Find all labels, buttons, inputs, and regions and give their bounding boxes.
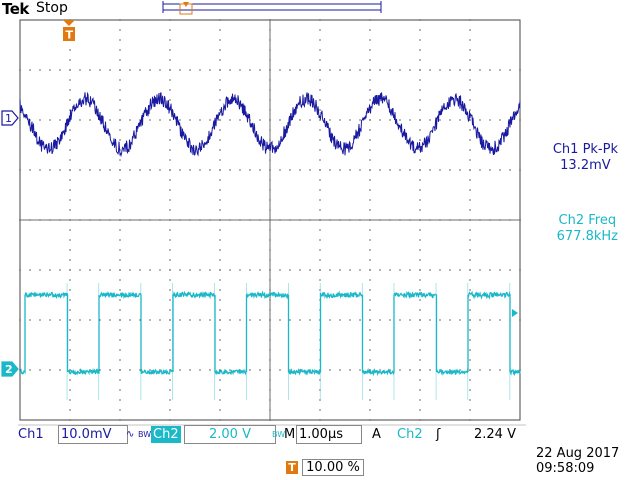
time: 09:58:09 [536, 461, 619, 476]
ch2-measurement: Ch2 Freq 677.8kHz [557, 213, 618, 245]
acquisition-state: Stop [36, 0, 68, 16]
rising-edge-icon: ʃ [436, 426, 440, 443]
record-length-bar [163, 1, 381, 14]
ch1-marker-label: 1 [5, 112, 12, 125]
ch2-scale[interactable]: 2.00 V [184, 425, 276, 444]
ch2-measurement-value: 677.8kHz [557, 229, 618, 245]
ch1-ground-marker[interactable]: 1 [2, 111, 18, 125]
ch1-measurement-title: Ch1 Pk-Pk [553, 142, 618, 158]
graticule-grid [19, 19, 520, 420]
timebase-value[interactable]: 1.00µs [296, 425, 362, 444]
ch2-ground-marker[interactable]: 2 [2, 362, 18, 376]
ch2-label[interactable]: Ch2 [151, 426, 181, 443]
status-bar: Ch1 10.0mV ∿ BW Ch2 2.00 V BW M 1.00µs A… [18, 426, 526, 443]
date: 22 Aug 2017 [536, 446, 619, 461]
ch1-measurement: Ch1 Pk-Pk 13.2mV [553, 142, 618, 174]
trigger-marker-label: T [66, 29, 74, 42]
trigger-mode: A [372, 426, 381, 443]
horizontal-position[interactable]: T 10.00 % [286, 460, 364, 477]
trigger-position-marker[interactable]: T [63, 20, 75, 42]
position-trigger-icon: T [286, 461, 298, 474]
trigger-level-arrow-icon[interactable] [512, 309, 518, 317]
trigger-source[interactable]: Ch2 [397, 426, 423, 443]
trigger-level[interactable]: 2.24 V [474, 426, 516, 443]
position-value[interactable]: 10.00 % [302, 459, 364, 476]
ch1-bandwidth-limit: BW [138, 426, 151, 443]
ch2-marker-label: 2 [5, 363, 13, 376]
ch1-scale[interactable]: 10.0mV [58, 425, 128, 444]
brand-logo: Tek [2, 0, 29, 18]
ac-coupling-icon: ∿ [126, 426, 134, 443]
datetime: 22 Aug 2017 09:58:09 [536, 446, 619, 476]
ch1-label[interactable]: Ch1 [18, 426, 44, 443]
timebase-label: M [284, 426, 295, 443]
ch2-measurement-title: Ch2 Freq [557, 213, 618, 229]
ch1-measurement-value: 13.2mV [553, 158, 618, 174]
